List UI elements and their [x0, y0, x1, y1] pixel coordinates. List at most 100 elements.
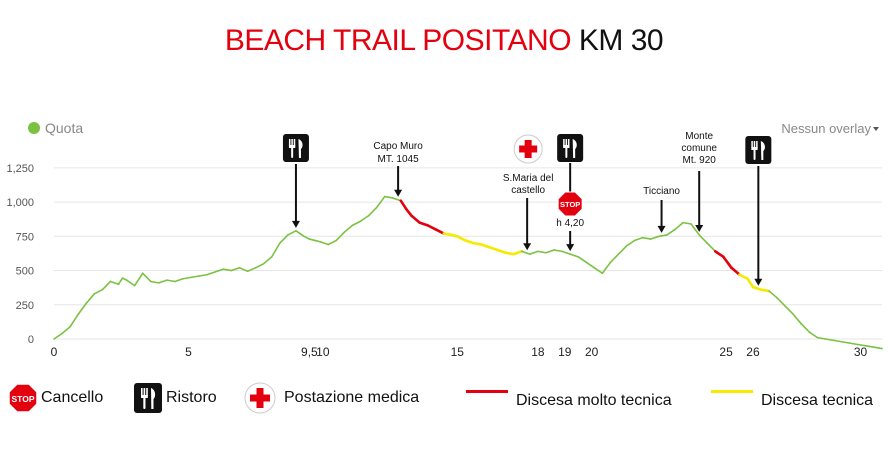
profile-segment: [848, 342, 859, 346]
profile-segment: [327, 239, 338, 246]
profile-segment: [746, 277, 755, 289]
profile-segment: [303, 235, 311, 240]
profile-segment: [117, 277, 124, 286]
place-label: castello: [511, 185, 545, 196]
profile-segment: [569, 253, 580, 258]
profile-segment: [351, 220, 362, 227]
profile-segment: [553, 249, 563, 253]
profile-segment: [125, 279, 136, 287]
profile-segment: [816, 336, 827, 340]
profile-segment: [698, 234, 709, 244]
caret-down-icon[interactable]: [873, 127, 879, 131]
profile-segment: [768, 290, 778, 299]
x-tick-label: 20: [585, 345, 599, 359]
chart-title-main: BEACH TRAIL POSITANO: [224, 24, 572, 57]
svg-text:STOP: STOP: [12, 394, 35, 404]
cutlery-icon: [745, 136, 772, 164]
profile-segment: [464, 239, 475, 245]
profile-segment: [488, 245, 499, 252]
profile-segment: [53, 332, 63, 340]
profile-segment: [784, 305, 795, 316]
profile-segment: [391, 197, 402, 202]
profile-segment: [93, 288, 104, 295]
profile-segment: [873, 346, 883, 350]
profile-segment: [198, 273, 209, 277]
profile-segment: [561, 250, 571, 255]
y-tick-label: 1,250: [6, 163, 34, 175]
profile-segment: [270, 242, 281, 258]
profile-segment: [222, 268, 233, 272]
profile-segment: [287, 230, 297, 236]
profile-segment: [537, 250, 547, 254]
profile-segment: [434, 228, 446, 235]
profile-segment: [399, 199, 408, 211]
profile-segment: [840, 340, 851, 344]
profile-segment: [383, 195, 394, 199]
profile-segment: [182, 276, 192, 280]
legend-ristoro-label: Ristoro: [166, 389, 217, 406]
profile-segment: [650, 235, 660, 240]
capo-muro-arrowhead: [394, 189, 403, 197]
chart-title: BEACH TRAIL POSITANO KM 30: [0, 24, 888, 58]
profile-segment: [674, 221, 684, 231]
peak-label: comune: [681, 143, 717, 154]
profile-segment: [77, 302, 88, 316]
x-tick-label: 19: [558, 345, 572, 359]
profile-segment: [472, 241, 483, 246]
ristoro-3-arrowhead: [754, 278, 763, 286]
cutlery-icon: [282, 134, 309, 162]
profile-segment: [633, 236, 644, 242]
cutlery-icon: [134, 383, 162, 413]
profile-segment: [577, 256, 588, 264]
svg-text:STOP: STOP: [560, 200, 580, 209]
x-tick-label: 18: [531, 345, 545, 359]
y-tick-label: 750: [16, 231, 34, 243]
profile-segment: [262, 256, 273, 265]
profile-segment: [109, 280, 120, 286]
profile-segment: [313, 239, 321, 243]
profile-segment: [529, 250, 539, 255]
medical-cross-icon: [513, 134, 543, 164]
profile-segment: [751, 285, 763, 292]
profile-segment: [520, 250, 531, 255]
profile-segment: [658, 234, 668, 238]
profile-segment: [254, 262, 265, 269]
profile-segment: [714, 250, 725, 259]
profile-segment: [496, 248, 507, 255]
legend-medica-label: Postazione medica: [284, 389, 420, 406]
profile-segment: [738, 273, 749, 281]
x-tick-label: 25: [719, 345, 733, 359]
peak-elevation: Mt. 920: [683, 155, 717, 166]
series-legend-dot: [28, 122, 40, 134]
y-tick-label: 1,000: [6, 197, 34, 209]
overlay-select-label[interactable]: Nessun overlay: [781, 121, 871, 136]
profile-segment: [418, 221, 429, 227]
x-tick-label: 26: [746, 345, 760, 359]
profile-segment: [722, 255, 733, 270]
profile-segment: [792, 313, 803, 325]
profile-segment: [404, 207, 413, 218]
profile-segment: [61, 325, 71, 335]
y-tick-label: 250: [16, 300, 34, 312]
profile-segment: [609, 253, 620, 264]
profile-segment: [238, 266, 249, 273]
profile-segment: [808, 331, 819, 339]
chart-title-distance: KM 30: [578, 24, 664, 57]
legend-molto-tecnica-label: Discesa molto tecnica: [516, 392, 672, 409]
profile-segment: [279, 234, 289, 244]
profile-segment: [625, 239, 636, 247]
legend-ristoro: Ristoro: [134, 381, 217, 415]
profile-segment: [730, 266, 741, 276]
profile-segment: [690, 223, 700, 236]
ristoro-1-arrowhead: [291, 220, 300, 228]
stop-sign-icon: STOP: [8, 383, 38, 413]
profile-segment: [585, 261, 596, 269]
profile-segment: [666, 228, 676, 236]
x-tick-label: 5: [185, 345, 192, 359]
profile-segment: [308, 238, 316, 242]
profile-segment: [367, 206, 378, 217]
cutlery-icon: [557, 134, 584, 162]
profile-segment: [295, 230, 305, 238]
santa-maria-arrowhead: [523, 243, 532, 251]
profile-segment: [706, 242, 717, 253]
